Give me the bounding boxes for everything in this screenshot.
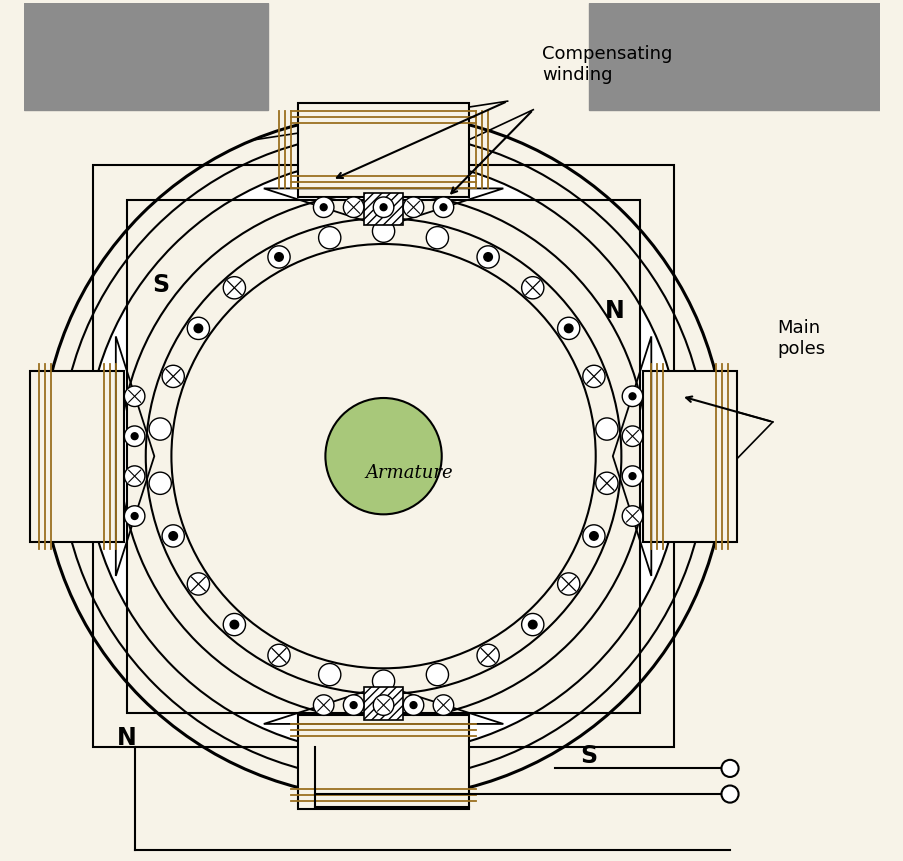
Circle shape (223, 276, 246, 299)
Circle shape (267, 246, 290, 268)
Circle shape (230, 620, 238, 629)
Circle shape (528, 620, 536, 629)
Circle shape (149, 472, 172, 494)
Circle shape (162, 365, 184, 387)
Circle shape (628, 393, 635, 400)
Circle shape (372, 670, 395, 692)
Circle shape (318, 226, 340, 249)
Text: S: S (580, 744, 597, 767)
Bar (364, 193, 403, 226)
Circle shape (621, 426, 642, 447)
Bar (298, 715, 469, 809)
Circle shape (125, 505, 144, 526)
Circle shape (721, 760, 738, 777)
Text: Compensating
winding: Compensating winding (541, 46, 672, 84)
Circle shape (403, 695, 424, 715)
Circle shape (349, 702, 357, 709)
Circle shape (169, 531, 177, 540)
Bar (364, 687, 403, 720)
Circle shape (125, 386, 144, 406)
Circle shape (223, 613, 246, 635)
Bar (24, 3, 268, 109)
Circle shape (373, 695, 394, 715)
Bar (126, 200, 639, 713)
Circle shape (595, 472, 618, 494)
Circle shape (477, 644, 498, 666)
Circle shape (563, 324, 573, 332)
Circle shape (410, 702, 416, 709)
Circle shape (582, 525, 604, 547)
Circle shape (433, 695, 453, 715)
Circle shape (628, 473, 635, 480)
Circle shape (194, 324, 202, 332)
Circle shape (477, 246, 498, 268)
Circle shape (621, 505, 642, 526)
Text: Armature: Armature (365, 464, 452, 482)
Circle shape (483, 252, 492, 261)
Circle shape (145, 219, 620, 694)
Circle shape (33, 105, 733, 807)
Circle shape (187, 573, 209, 595)
Bar (126, 200, 639, 713)
Text: N: N (116, 727, 136, 751)
Circle shape (343, 197, 364, 218)
Circle shape (325, 398, 442, 514)
Circle shape (433, 197, 453, 218)
Text: Main
poles: Main poles (777, 319, 824, 358)
Bar (588, 3, 879, 109)
Circle shape (125, 466, 144, 486)
Bar (93, 165, 674, 747)
Circle shape (313, 197, 333, 218)
Circle shape (621, 466, 642, 486)
Circle shape (426, 664, 448, 685)
Circle shape (380, 204, 386, 211)
Circle shape (86, 158, 681, 754)
Circle shape (267, 644, 290, 666)
Circle shape (426, 226, 448, 249)
Circle shape (131, 512, 138, 519)
Circle shape (275, 252, 283, 261)
Circle shape (589, 531, 598, 540)
Circle shape (131, 433, 138, 440)
Circle shape (162, 525, 184, 547)
Bar (642, 370, 736, 542)
Circle shape (320, 204, 327, 211)
Circle shape (149, 418, 172, 440)
Circle shape (521, 613, 544, 635)
Circle shape (557, 317, 579, 339)
Circle shape (372, 220, 395, 242)
Bar (298, 102, 469, 197)
Circle shape (582, 365, 604, 387)
Circle shape (313, 695, 333, 715)
Bar (30, 370, 125, 542)
Circle shape (440, 204, 446, 211)
Circle shape (521, 276, 544, 299)
Circle shape (721, 785, 738, 802)
Circle shape (125, 426, 144, 447)
Circle shape (373, 197, 394, 218)
Circle shape (595, 418, 618, 440)
Text: N: N (604, 299, 624, 323)
Circle shape (557, 573, 579, 595)
Circle shape (343, 695, 364, 715)
Circle shape (621, 386, 642, 406)
Circle shape (403, 197, 424, 218)
Circle shape (318, 664, 340, 685)
Text: S: S (153, 273, 170, 297)
Circle shape (187, 317, 209, 339)
